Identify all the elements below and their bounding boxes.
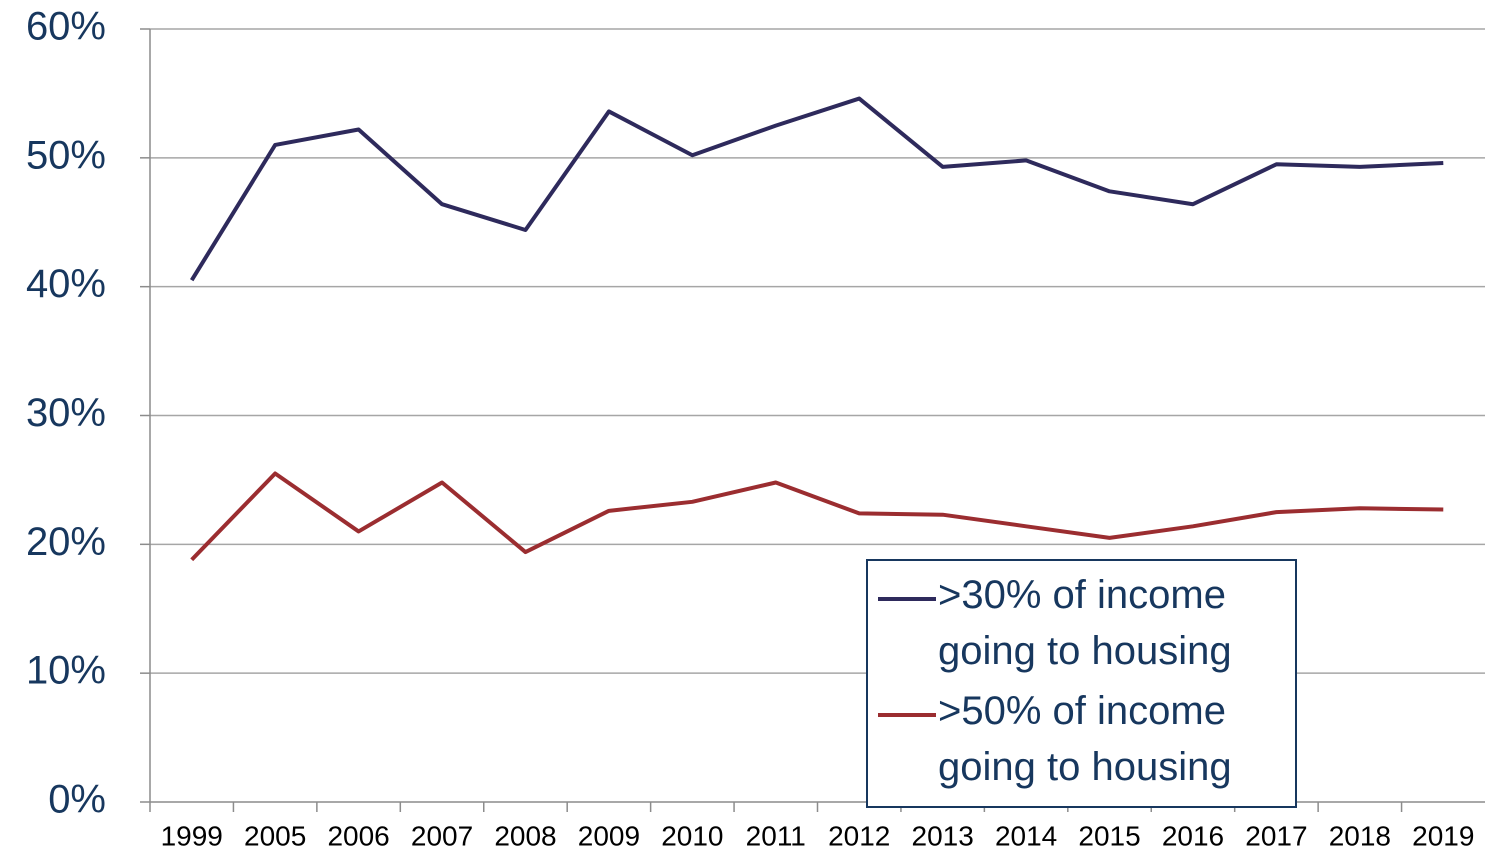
legend-entry: >30% of income going to housing — [868, 567, 1295, 679]
y-tick-label: 10% — [26, 649, 106, 693]
x-tick-label: 2008 — [494, 820, 556, 851]
x-tick-label: 2010 — [661, 820, 723, 851]
legend-label: >50% of income going to housing — [938, 689, 1232, 789]
x-tick-label: 2016 — [1162, 820, 1224, 851]
y-tick-label: 20% — [26, 520, 106, 564]
y-tick-label: 0% — [48, 778, 106, 822]
series-line — [190, 471, 1444, 562]
x-tick-label: 2018 — [1329, 820, 1391, 851]
y-tick-label: 50% — [26, 133, 106, 177]
x-tick-label: 2009 — [578, 820, 640, 851]
x-tick-label: 2015 — [1078, 820, 1140, 851]
legend-swatch — [878, 597, 936, 601]
x-tick-label: 2006 — [327, 820, 389, 851]
x-tick-label: 1999 — [161, 820, 223, 851]
legend-swatch — [878, 713, 936, 717]
x-tick-label: 2007 — [411, 820, 473, 851]
x-tick-label: 2011 — [746, 820, 806, 851]
x-tick-label: 2019 — [1412, 820, 1474, 851]
y-tick-label: 30% — [26, 391, 106, 435]
x-tick-label: 2013 — [912, 820, 974, 851]
y-tick-label: 40% — [26, 262, 106, 306]
x-tick-label: 2014 — [995, 820, 1057, 851]
legend: >30% of income going to housing >50% of i… — [866, 559, 1297, 808]
legend-label: >30% of income going to housing — [938, 573, 1232, 673]
y-tick-label: 60% — [26, 5, 106, 49]
series-line — [190, 96, 1444, 282]
legend-entry: >50% of income going to housing — [868, 683, 1295, 795]
x-tick-label: 2005 — [244, 820, 306, 851]
x-tick-label: 2012 — [828, 820, 890, 851]
x-tick-label: 2017 — [1245, 820, 1307, 851]
